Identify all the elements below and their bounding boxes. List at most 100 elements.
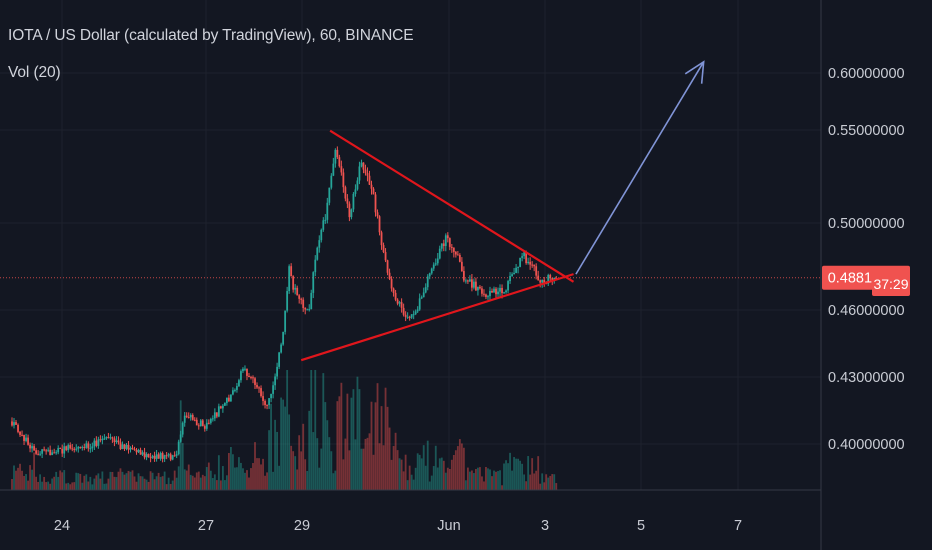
candle-body [408,316,411,318]
candle-body [334,149,337,164]
volume-bar [493,470,495,490]
volume-bar [392,446,395,490]
volume-bar [436,467,439,490]
candle-body [11,421,13,426]
candle-body [332,163,335,176]
time-tick-label: 7 [734,518,742,534]
volume-bar [402,471,405,490]
candle-body [456,254,459,256]
candle-body [448,238,451,247]
candle-body [462,271,465,281]
candle-body [173,455,176,457]
candle-body [322,220,325,230]
volume-bar [414,467,417,490]
volume-bar [203,476,206,490]
volume-bar [458,439,461,490]
volume-bar [545,474,548,490]
candle-body [501,287,503,294]
triangle-upper-trendline[interactable] [329,129,575,283]
volume-bar [258,458,260,490]
volume-bar [328,437,331,490]
candle-body [280,344,283,353]
volume-bar [320,448,323,490]
candle-body [464,280,467,282]
candle-body [292,276,295,290]
volume-bar [11,479,13,490]
candle-body [236,386,238,390]
price-tick-label: 0.46000000 [828,303,905,319]
volume-bar [137,473,140,490]
volume-bar [248,477,250,490]
candle-body [300,298,303,300]
volume-bar [165,484,168,490]
candle-body [452,247,455,252]
candle-body [121,444,124,450]
candle-body [197,425,200,427]
volume-bar [59,470,62,490]
volume-bar [364,438,367,490]
volume-bar [456,446,459,490]
candle-body [139,449,142,455]
price-tick-label: 0.55000000 [828,123,905,139]
volume-bar [173,470,176,490]
volume-bar [278,465,281,490]
volume-bar [15,470,17,490]
volume-bar [346,393,349,490]
volume-bar [250,468,252,490]
candle-body [256,384,258,388]
candle-body [153,455,156,459]
volume-bar [336,401,339,490]
volume-bar [330,451,333,490]
time-tick-label: 29 [294,518,310,534]
candle-body [181,422,184,435]
candle-body [483,293,485,295]
candle-body [511,274,513,276]
candle-body [370,184,373,189]
volume-bar [326,420,329,490]
volume-bar [553,474,556,490]
candle-body [83,446,86,448]
volume-bar [466,467,469,490]
candle-body [270,393,272,399]
projection-arrow[interactable] [575,61,705,275]
volume-bar [471,470,473,490]
volume-bar [115,477,118,490]
volume-bar [286,370,289,490]
volume-bar [344,438,347,490]
candle-body [193,419,196,421]
candle-body [392,288,395,293]
volume-bar [511,470,513,490]
volume-bar [189,474,192,490]
volume-bar [254,442,256,490]
candle-body [113,438,116,443]
candle-body [384,252,387,261]
volume-bar [444,472,447,490]
volume-bar [418,454,421,490]
candle-body [35,450,37,454]
candle-body [155,454,158,459]
volume-bar [358,389,361,490]
candle-body [260,388,262,397]
volume-bar [87,481,90,490]
candle-body [296,287,299,296]
volume-bar [388,427,391,490]
candle-body [25,437,27,441]
volume-bar [292,451,295,490]
volume-bar [322,373,325,490]
volume-bar [77,473,80,490]
triangle-lower-trendline[interactable] [300,273,574,362]
volume-bar [85,474,88,490]
volume-bar [31,469,33,490]
candle-body [75,448,78,450]
candle-body [396,299,399,304]
candle-body [69,445,72,449]
volume-bar [284,406,287,490]
candle-body [149,457,152,459]
candle-body [471,279,473,288]
volume-bar [157,472,160,490]
volume-bar [145,479,148,490]
candle-body [354,189,357,194]
volume-bar [555,483,558,490]
volume-bar [485,466,487,490]
